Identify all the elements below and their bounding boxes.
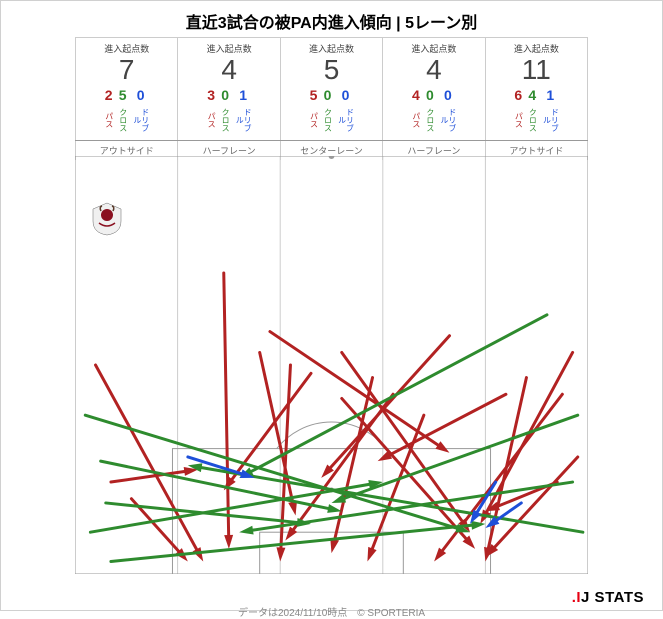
cross-label: クロス [324, 106, 332, 134]
dribble-count: 0 [342, 87, 350, 103]
cross-count: 0 [221, 87, 229, 103]
chart-container: 直近3試合の被PA内進入傾向 | 5レーン別 進入起点数72パス5クロス0ドリブ… [0, 0, 663, 611]
dribble-count: 0 [137, 87, 145, 103]
lanes-header: 進入起点数72パス5クロス0ドリブル進入起点数43パス0クロス1ドリブル進入起点… [75, 37, 588, 140]
pass-label: パス [105, 106, 113, 134]
cross-label: クロス [426, 106, 434, 134]
pass-label: パス [207, 106, 215, 134]
pass-count: 2 [105, 87, 113, 103]
jstats-logo: .IJ STATS [572, 589, 644, 606]
cross-count: 0 [324, 87, 332, 103]
chart-title: 直近3試合の被PA内進入傾向 | 5レーン別 [1, 1, 662, 37]
pass-count: 6 [514, 87, 522, 103]
pass-count: 4 [412, 87, 420, 103]
cross-count: 4 [528, 87, 536, 103]
pass-count: 5 [310, 87, 318, 103]
stat-breakdown: 4 パス 0 クロス 0 ドリブル [383, 88, 484, 134]
team-badge-icon [89, 201, 125, 237]
cross-count: 5 [119, 87, 127, 103]
stat-total: 5 [281, 55, 382, 86]
pitch-svg [75, 156, 588, 574]
stat-total: 4 [178, 55, 279, 86]
cross-label: クロス [221, 106, 229, 134]
footer-credit: データは2024/11/10時点 © SPORTERIA [238, 604, 425, 619]
dribble-label: ドリブル [133, 106, 149, 134]
stat-total: 11 [486, 55, 587, 86]
dribble-label: ドリブル [542, 106, 558, 134]
stat-total: 7 [76, 55, 177, 86]
pass-label: パス [514, 106, 522, 134]
stat-breakdown: 3 パス 0 クロス 1 ドリブル [178, 88, 279, 134]
dribble-count: 0 [444, 87, 452, 103]
stat-breakdown: 5 パス 0 クロス 0 ドリブル [281, 88, 382, 134]
lane-stat: 進入起点数44パス0クロス0ドリブル [383, 38, 485, 140]
dribble-label: ドリブル [440, 106, 456, 134]
dribble-label: ドリブル [338, 106, 354, 134]
pass-label: パス [310, 106, 318, 134]
lane-stat: 進入起点数72パス5クロス0ドリブル [75, 38, 178, 140]
dribble-count: 1 [239, 87, 247, 103]
pitch-area [75, 156, 588, 574]
cross-label: クロス [119, 106, 127, 134]
pass-label: パス [412, 106, 420, 134]
cross-count: 0 [426, 87, 434, 103]
stat-breakdown: 2 パス 5 クロス 0 ドリブル [76, 88, 177, 134]
stat-breakdown: 6 パス 4 クロス 1 ドリブル [486, 88, 587, 134]
stat-total: 4 [383, 55, 484, 86]
lane-stat: 進入起点数55パス0クロス0ドリブル [281, 38, 383, 140]
dribble-label: ドリブル [235, 106, 251, 134]
lane-stat: 進入起点数116パス4クロス1ドリブル [486, 38, 588, 140]
cross-label: クロス [528, 106, 536, 134]
pass-count: 3 [207, 87, 215, 103]
lane-stat: 進入起点数43パス0クロス1ドリブル [178, 38, 280, 140]
dribble-count: 1 [546, 87, 554, 103]
